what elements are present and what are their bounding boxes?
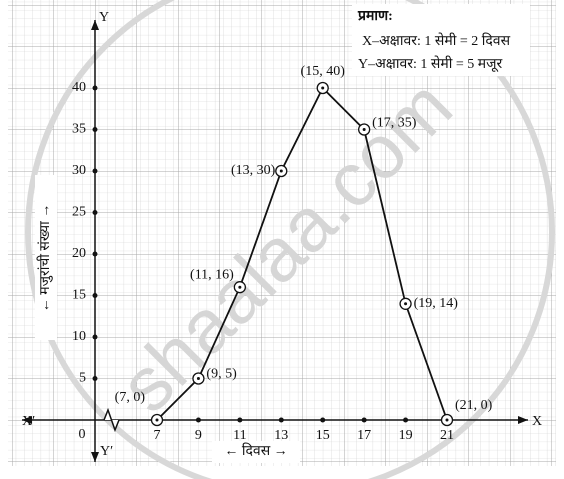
x-tick (320, 417, 326, 423)
x-tick (195, 417, 201, 423)
x-tick-label: 13 (274, 428, 288, 443)
axis-break (103, 407, 120, 433)
x-axis-name: X (532, 414, 542, 429)
watermark-circle (25, 0, 555, 479)
y-tick (92, 85, 98, 91)
point-dot (321, 86, 325, 90)
point-label: (9, 5) (206, 367, 237, 382)
scale-box (352, 4, 530, 76)
x-tick (361, 417, 367, 423)
y-tick-label: 10 (72, 329, 86, 344)
point-label: (11, 16) (190, 267, 234, 282)
xlabel-bg (212, 441, 300, 463)
y-axis-label: ← मजुरांची संख्या → (36, 204, 53, 313)
y-neg-arrow (91, 452, 99, 462)
y-tick-label: 25 (72, 205, 86, 220)
y-tick-label: 30 (72, 163, 86, 178)
x-tick (403, 417, 409, 423)
y-tick (92, 168, 98, 174)
y-tick (92, 127, 98, 132)
point-dot (279, 169, 283, 173)
graph-paper (8, 0, 556, 466)
point-label: (19, 14) (414, 296, 459, 311)
y-axis-name: Y (99, 10, 109, 25)
y-tick-label: 35 (72, 122, 86, 137)
point-dot (404, 302, 408, 306)
y-neg-name: Y′ (100, 444, 113, 459)
ylabel-bg (35, 175, 57, 340)
point-dot (155, 418, 159, 422)
y-tick-label: 40 (72, 80, 86, 95)
point-label: (21, 0) (455, 398, 493, 413)
x-tick (278, 417, 284, 423)
origin-label: 0 (79, 427, 86, 442)
point-label: (17, 35) (372, 116, 417, 131)
x-tick-label: 21 (440, 428, 454, 443)
x-tick-label: 17 (357, 428, 371, 443)
x-tick-label: 9 (195, 428, 202, 443)
x-tick-label: 15 (316, 428, 330, 443)
x-arrow (518, 416, 528, 424)
x-tick-label: 19 (399, 428, 413, 443)
x-axis-label: ← दिवस → (224, 442, 287, 459)
x-neg-name: X′ (22, 414, 35, 429)
polygon-line (156, 86, 448, 421)
x-tick-label: 7 (154, 428, 161, 443)
x-tick (237, 417, 243, 423)
point-dot (362, 128, 366, 131)
y-tick (92, 210, 98, 215)
point-dot (238, 285, 242, 289)
y-tick-label: 20 (72, 246, 86, 261)
y-tick-label: 5 (79, 371, 86, 386)
y-tick (92, 376, 98, 381)
x-neg-arrow (22, 416, 32, 424)
point-dot (445, 418, 449, 422)
y-tick (92, 293, 98, 298)
scale-x: X–अक्षावर: 1 सेमी = 2 दिवस (362, 32, 511, 49)
point-dot (196, 377, 200, 380)
point-label: (15, 40) (301, 64, 346, 79)
x-tick-label: 11 (233, 428, 246, 443)
y-tick (92, 334, 98, 340)
y-tick-label: 15 (72, 288, 86, 303)
y-tick (92, 251, 98, 257)
scale-y: Y–अक्षावर: 1 सेमी = 5 मजूर (358, 55, 502, 72)
scale-title: प्रमाण: (357, 9, 393, 24)
point-label: (7, 0) (115, 390, 146, 405)
y-arrow (91, 20, 99, 30)
point-label: (13, 30) (231, 163, 276, 178)
